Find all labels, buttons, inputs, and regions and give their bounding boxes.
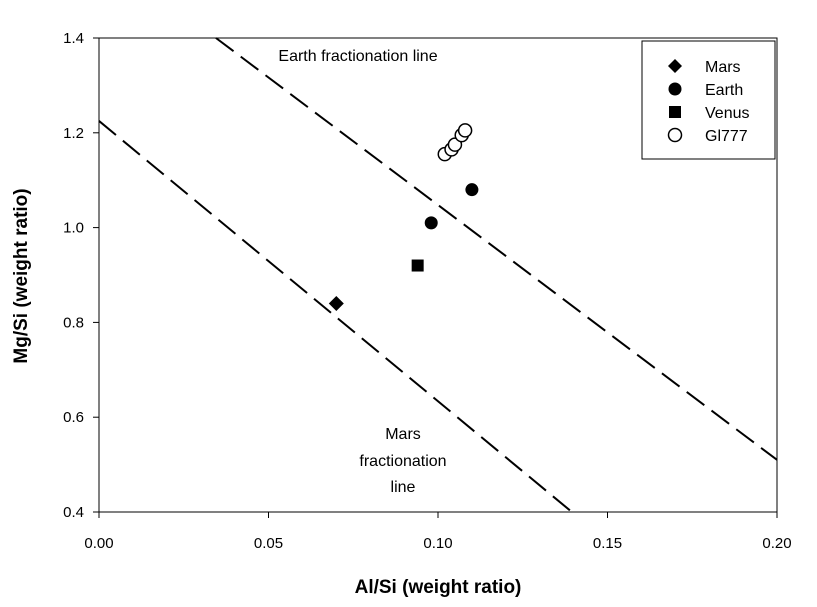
- y-axis: 0.4 0.6 0.8 1.0 1.2 1.4: [63, 30, 99, 521]
- y-tick-label: 0.6: [63, 409, 84, 426]
- y-tick-label: 1.2: [63, 125, 84, 142]
- point-earth: [424, 216, 438, 230]
- x-tick-label: 0.20: [762, 535, 791, 552]
- mars-line-label-3: line: [391, 479, 416, 496]
- legend-marker-mars: [668, 59, 682, 73]
- x-axis: 0.00 0.05 0.10 0.15 0.20: [84, 512, 792, 552]
- x-tick-label: 0.15: [593, 535, 622, 552]
- legend-label-mars: Mars: [705, 59, 741, 76]
- x-tick-label: 0.05: [254, 535, 283, 552]
- legend-box: [641, 40, 776, 160]
- earth-fractionation-line: [215, 37, 778, 461]
- legend: Mars Earth Venus Gl777: [641, 40, 776, 160]
- y-tick-label: 0.4: [63, 504, 84, 521]
- x-tick-label: 0.10: [423, 535, 452, 552]
- legend-marker-venus: [669, 106, 681, 118]
- legend-marker-earth: [668, 82, 682, 96]
- fractionation-lines: [98, 37, 778, 513]
- legend-marker-gl777: [667, 127, 683, 143]
- point-earth: [465, 183, 479, 197]
- x-axis-title: Al/Si (weight ratio): [355, 577, 522, 598]
- y-tick-label: 1.4: [63, 30, 84, 47]
- earth-line-label: Earth fractionation line: [278, 48, 437, 65]
- point-mars: [328, 295, 344, 311]
- mars-line-label-1: Mars: [385, 426, 421, 443]
- y-tick-label: 0.8: [63, 314, 84, 331]
- legend-label-gl777: Gl777: [705, 128, 748, 145]
- legend-label-earth: Earth: [705, 82, 743, 99]
- y-axis-title: Mg/Si (weight ratio): [11, 188, 32, 363]
- x-tick-label: 0.00: [84, 535, 113, 552]
- y-tick-label: 1.0: [63, 220, 84, 237]
- data-points: [328, 123, 479, 311]
- point-gl777: [457, 123, 473, 138]
- point-venus: [411, 259, 424, 272]
- mars-fractionation-line: [98, 120, 573, 513]
- legend-label-venus: Venus: [705, 105, 749, 122]
- mars-line-label-2: fractionation: [359, 453, 446, 470]
